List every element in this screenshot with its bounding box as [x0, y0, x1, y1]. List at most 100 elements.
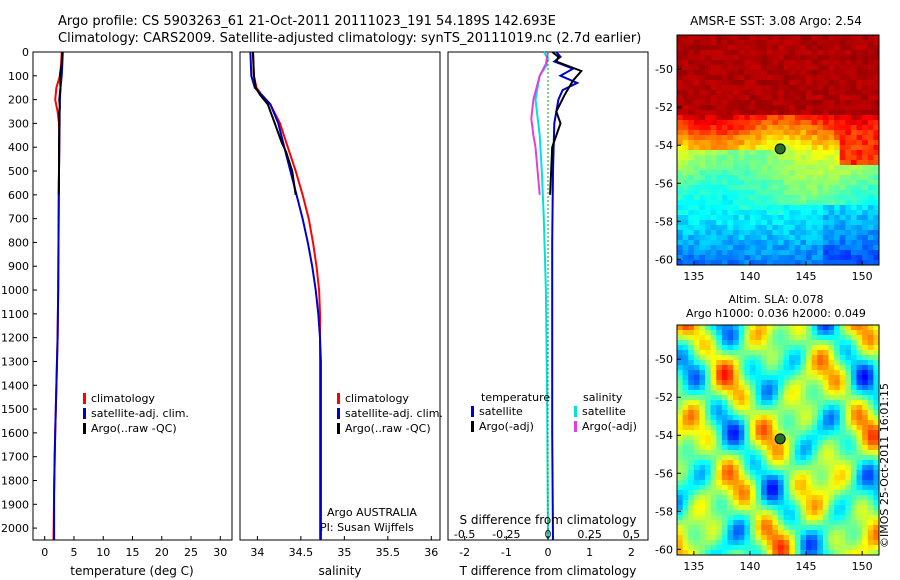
sla-cell — [705, 525, 712, 531]
sla-cell — [716, 510, 723, 516]
sla-cell — [721, 505, 728, 511]
sla-cell — [828, 350, 835, 356]
sst-cell — [744, 40, 751, 46]
sla-cell — [839, 330, 846, 336]
sst-cell — [834, 260, 841, 266]
sla-cell — [705, 440, 712, 446]
sst-cell — [755, 65, 762, 71]
sla-cell — [693, 425, 700, 431]
sla-cell — [783, 360, 790, 366]
sst-cell — [721, 115, 728, 121]
sla-cell — [839, 505, 846, 511]
sst-cell — [845, 185, 852, 191]
sst-cell — [867, 225, 874, 231]
sst-cell — [850, 95, 857, 101]
sla-cell — [699, 385, 706, 391]
sst-cell — [766, 50, 773, 56]
sla-cell — [778, 420, 785, 426]
sst-cell — [873, 135, 880, 141]
sst-cell — [873, 165, 880, 171]
sst-cell — [677, 230, 684, 236]
sla-cell — [839, 525, 846, 531]
sla-cell — [817, 540, 824, 546]
legend-label: Argo(..raw -QC) — [345, 422, 431, 435]
sst-cell — [710, 190, 717, 196]
sst-cell — [733, 140, 740, 146]
sla-cell — [794, 440, 801, 446]
sla-cell — [721, 445, 728, 451]
sla-cell — [744, 440, 751, 446]
sst-cell — [873, 140, 880, 146]
sla-cell — [749, 410, 756, 416]
sla-cell — [755, 495, 762, 501]
sst-cell — [716, 215, 723, 221]
argo-program-note: Argo AUSTRALIA — [327, 506, 417, 519]
sst-cell — [778, 100, 785, 106]
sla-cell — [856, 410, 863, 416]
sst-cell — [761, 145, 768, 151]
sst-cell — [873, 150, 880, 156]
sst-cell — [727, 70, 734, 76]
sst-cell — [761, 110, 768, 116]
sla-cell — [772, 330, 779, 336]
sst-cell — [778, 210, 785, 216]
sst-cell — [699, 70, 706, 76]
sla-cell — [817, 415, 824, 421]
sst-cell — [806, 195, 813, 201]
sla-cell — [856, 390, 863, 396]
sla-cell — [806, 435, 813, 441]
sst-cell — [856, 205, 863, 211]
sst-cell — [822, 90, 829, 96]
sla-cell — [716, 440, 723, 446]
sla-cell — [688, 505, 695, 511]
sla-cell — [682, 325, 689, 331]
sst-cell — [710, 180, 717, 186]
sla-cell — [806, 510, 813, 516]
sla-cell — [682, 445, 689, 451]
sst-cell — [862, 205, 869, 211]
sla-cell — [867, 495, 874, 501]
sst-cell — [817, 105, 824, 111]
sla-cell — [733, 355, 740, 361]
sst-cell — [721, 195, 728, 201]
sst-cell — [856, 90, 863, 96]
sla-cell — [862, 440, 869, 446]
sst-cell — [828, 250, 835, 256]
sla-cell — [682, 500, 689, 506]
sla-cell — [705, 385, 712, 391]
map-y-tick-label: -60 — [655, 253, 673, 266]
sst-cell — [677, 185, 684, 191]
sst-cell — [862, 250, 869, 256]
sla-cell — [766, 475, 773, 481]
sla-cell — [755, 525, 762, 531]
sla-cell — [845, 365, 852, 371]
sla-cell — [727, 355, 734, 361]
sla-cell — [850, 360, 857, 366]
sst-cell — [705, 115, 712, 121]
sla-cell — [761, 455, 768, 461]
sst-cell — [716, 105, 723, 111]
sla-cell — [693, 335, 700, 341]
sla-cell — [789, 470, 796, 476]
sst-cell — [806, 190, 813, 196]
sla-cell — [755, 470, 762, 476]
sla-cell — [834, 415, 841, 421]
sst-cell — [772, 160, 779, 166]
sla-cell — [755, 395, 762, 401]
sst-cell — [716, 55, 723, 61]
sla-cell — [755, 415, 762, 421]
sst-cell — [867, 85, 874, 91]
sla-cell — [727, 415, 734, 421]
sst-cell — [817, 240, 824, 246]
sla-cell — [716, 365, 723, 371]
sst-cell — [705, 40, 712, 46]
sst-cell — [688, 85, 695, 91]
sst-cell — [705, 160, 712, 166]
sla-cell — [834, 405, 841, 411]
sst-cell — [811, 155, 818, 161]
sst-cell — [811, 110, 818, 116]
sla-cell — [817, 330, 824, 336]
sst-cell — [749, 195, 756, 201]
sla-cell — [794, 535, 801, 541]
sst-cell — [688, 150, 695, 156]
